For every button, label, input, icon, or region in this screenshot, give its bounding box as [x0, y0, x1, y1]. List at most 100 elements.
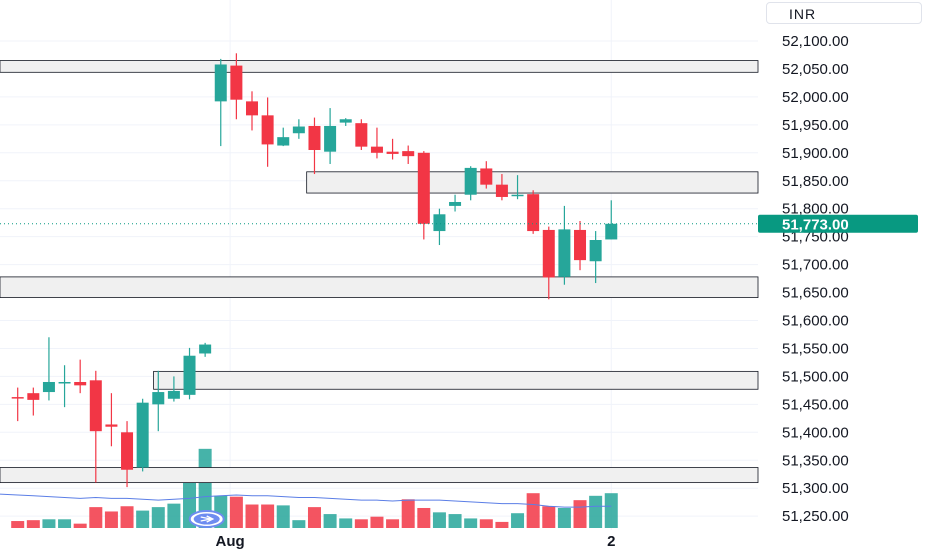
volume-bar — [573, 500, 587, 528]
volume-bar — [386, 519, 400, 528]
volume-bar — [448, 514, 462, 528]
candle-body — [74, 381, 87, 386]
candle — [121, 421, 134, 488]
candle — [605, 200, 618, 240]
volume-bar — [26, 520, 40, 528]
candle — [558, 205, 571, 285]
volume-bar — [417, 507, 431, 528]
volume-bar — [151, 507, 165, 528]
volume-bar — [323, 514, 337, 528]
candle — [214, 58, 227, 147]
candle — [183, 347, 196, 400]
candle-body — [58, 381, 71, 384]
candle-body — [105, 424, 118, 427]
tradingview-logo-icon[interactable] — [188, 510, 225, 528]
y-tick-label: 51,550.00 — [782, 340, 849, 357]
candle-body — [417, 152, 430, 224]
candle — [292, 119, 305, 139]
candle-body — [605, 223, 618, 240]
candle-body — [292, 126, 305, 134]
candle-body — [89, 380, 102, 432]
logo-core — [193, 513, 220, 525]
candle — [355, 119, 368, 151]
candle-body — [167, 390, 180, 399]
last-price-label: 51,773.00 — [782, 216, 849, 233]
candle-body — [542, 229, 555, 278]
volume-bar — [58, 519, 72, 528]
y-tick-label: 51,600.00 — [782, 313, 849, 330]
candle — [277, 127, 290, 147]
volume-bar — [432, 512, 446, 528]
zone-box-2[interactable] — [0, 276, 759, 298]
volume-bar — [354, 519, 368, 528]
candle — [199, 342, 212, 357]
candle-body — [230, 65, 243, 100]
volume-bar — [229, 496, 243, 528]
time-axis[interactable]: Aug 2 — [216, 533, 616, 550]
y-tick-label: 51,750.00 — [782, 229, 849, 246]
candle — [417, 151, 430, 240]
price-axis[interactable]: 52,100.00 52,050.00 52,000.00 51,950.00 51,9… — [782, 33, 849, 525]
currency-selector[interactable]: INR — [766, 2, 922, 24]
zone-box-4[interactable] — [0, 467, 759, 484]
y-tick-label: 51,400.00 — [782, 424, 849, 441]
candle-body — [370, 146, 383, 153]
candle-body — [152, 392, 165, 405]
y-tick-label: 52,100.00 — [782, 33, 849, 50]
candle — [542, 226, 555, 300]
y-tick-label: 51,350.00 — [782, 452, 849, 469]
candle — [370, 127, 383, 159]
candle — [495, 174, 508, 201]
zone-box-0[interactable] — [0, 60, 759, 73]
candle — [480, 161, 493, 189]
candle-body — [246, 101, 258, 116]
volume-bar — [307, 507, 321, 528]
volume-bar — [339, 518, 353, 528]
logo-arrows-icon — [200, 515, 215, 523]
zone-box-3[interactable] — [153, 370, 759, 390]
candle-body — [386, 151, 399, 154]
last-price-tag: 51,773.00 — [758, 214, 918, 233]
volume-bar — [557, 507, 571, 528]
candle — [464, 166, 477, 201]
candle-body — [27, 393, 40, 400]
support-resistance-zones[interactable] — [0, 60, 759, 484]
candle — [11, 387, 24, 422]
volume-bar — [120, 506, 134, 528]
currency-label: INR — [789, 6, 817, 22]
volume-bar — [42, 519, 56, 528]
y-tick-label: 51,850.00 — [782, 173, 849, 190]
candle — [589, 231, 602, 284]
candle — [136, 398, 149, 472]
volume-bars — [11, 448, 618, 528]
y-tick-label: 51,450.00 — [782, 396, 849, 413]
candle-body — [464, 167, 477, 195]
candle — [511, 175, 524, 200]
candle-body — [214, 64, 227, 102]
candle-body — [495, 184, 508, 197]
zone-box-1[interactable] — [306, 171, 759, 194]
candle-body — [511, 194, 524, 197]
candle — [402, 145, 415, 164]
x-tick-label: 2 — [607, 533, 615, 550]
y-tick-label: 51,900.00 — [782, 145, 849, 162]
last-price-tag-background — [758, 214, 918, 233]
candle-body — [355, 123, 368, 147]
candle — [339, 118, 352, 126]
candle — [74, 359, 87, 394]
y-tick-label: 51,300.00 — [782, 480, 849, 497]
volume-bar — [542, 506, 556, 528]
candle — [105, 393, 118, 447]
volume-bar — [11, 521, 25, 528]
volume-bar — [73, 523, 87, 528]
y-tick-label: 52,000.00 — [782, 89, 849, 106]
candle — [230, 53, 243, 120]
y-tick-label: 51,500.00 — [782, 368, 849, 385]
candle-body — [589, 240, 602, 262]
candle — [58, 365, 71, 408]
volume-bar — [604, 493, 618, 528]
candle-body — [449, 201, 462, 206]
chart-grid — [0, 0, 758, 530]
y-tick-label: 52,050.00 — [782, 61, 849, 78]
